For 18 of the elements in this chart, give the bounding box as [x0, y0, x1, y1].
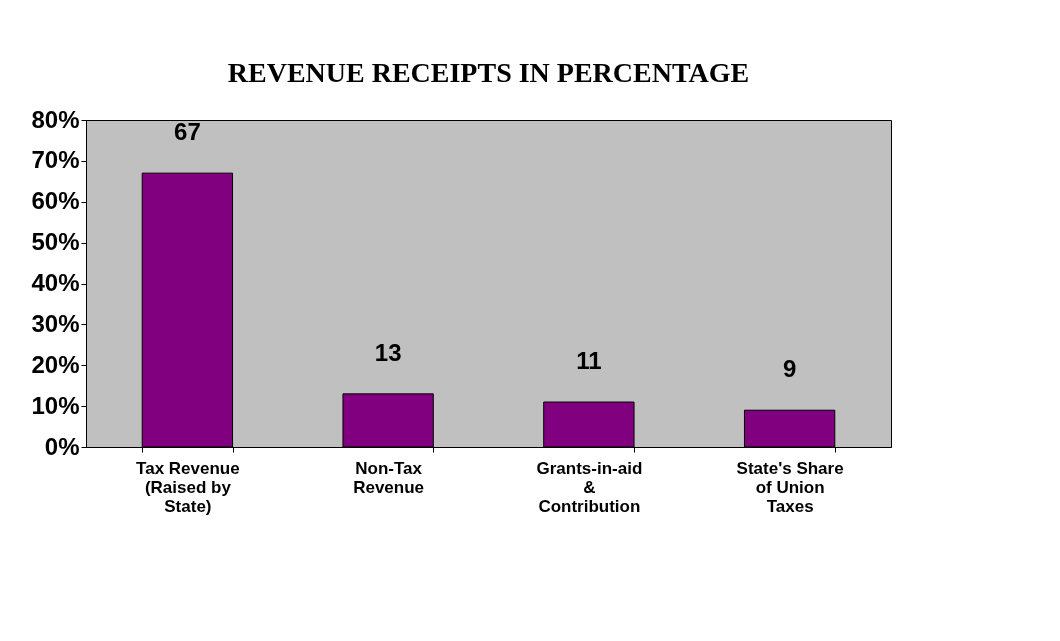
data-label: 13	[374, 338, 402, 366]
y-tick-label: 30%	[31, 309, 80, 337]
data-label: 9	[782, 355, 797, 383]
y-tick-label: 10%	[31, 391, 80, 419]
chart-title: REVENUE RECEIPTS IN PERCENTAGE	[227, 57, 750, 88]
x-tick-label: Non-Tax Revenue	[353, 458, 425, 497]
y-tick-label: 60%	[31, 187, 80, 215]
y-tick-label: 70%	[31, 146, 80, 174]
y-tick-label: 0%	[44, 432, 80, 460]
x-tick-label: State's Share of Union Taxes	[736, 458, 844, 516]
y-tick-label: 40%	[31, 269, 80, 296]
data-label: 11	[576, 347, 602, 375]
x-tick-label: Grants-in-aid & Contribution	[536, 458, 643, 516]
data-label: 67	[174, 118, 201, 146]
y-tick-label: 20%	[31, 350, 80, 378]
x-tick-label: Tax Revenue (Raised by State)	[136, 458, 240, 516]
y-tick-label: 50%	[31, 228, 80, 256]
y-tick-label: 80%	[31, 105, 80, 133]
